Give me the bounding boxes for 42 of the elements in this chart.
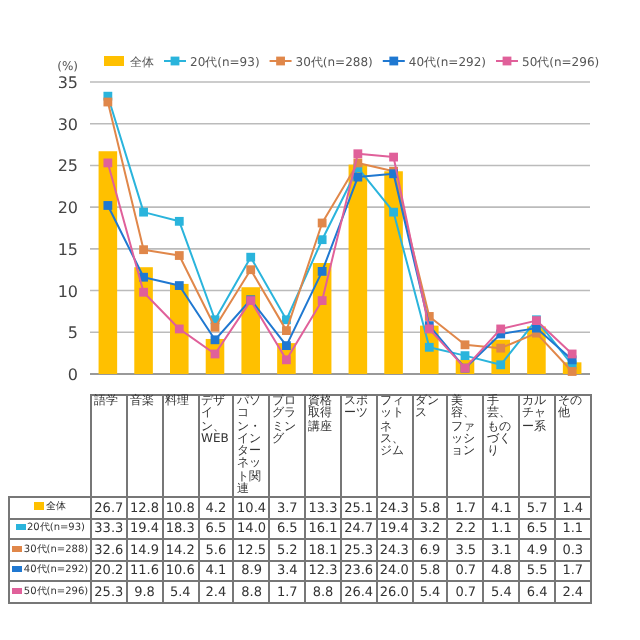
point xyxy=(210,335,220,345)
point xyxy=(210,322,220,332)
point xyxy=(496,360,506,370)
point xyxy=(103,97,113,107)
y-tick-label: 0 xyxy=(67,366,78,384)
point xyxy=(317,218,327,228)
point xyxy=(460,351,470,361)
point xyxy=(353,172,363,182)
point xyxy=(282,341,291,351)
point xyxy=(282,326,291,336)
point xyxy=(460,340,470,350)
point xyxy=(174,281,184,290)
bar xyxy=(241,287,260,374)
y-tick-label: 25 xyxy=(57,157,78,176)
point xyxy=(174,251,184,260)
y-tick-label: 30 xyxy=(57,115,78,134)
point xyxy=(389,207,398,217)
y-tick-label: 35 xyxy=(57,74,78,92)
point xyxy=(353,149,363,159)
bar xyxy=(98,151,118,374)
bar xyxy=(348,164,368,374)
point xyxy=(496,343,506,353)
point xyxy=(246,265,256,275)
point xyxy=(496,324,506,334)
point xyxy=(139,245,148,255)
point xyxy=(103,158,113,168)
point xyxy=(246,252,256,262)
point xyxy=(317,266,327,276)
point xyxy=(567,349,577,359)
y-tick-label: 20 xyxy=(57,199,78,218)
y-tick-label: 15 xyxy=(57,240,78,259)
point xyxy=(317,235,327,245)
point xyxy=(103,201,113,210)
point xyxy=(139,287,148,297)
point xyxy=(317,296,327,305)
point xyxy=(174,324,184,334)
y-tick-label: 10 xyxy=(57,282,78,301)
point xyxy=(174,216,184,226)
point xyxy=(389,152,398,162)
point xyxy=(424,342,434,352)
point xyxy=(139,207,148,217)
y-tick-label: 5 xyxy=(67,324,78,343)
